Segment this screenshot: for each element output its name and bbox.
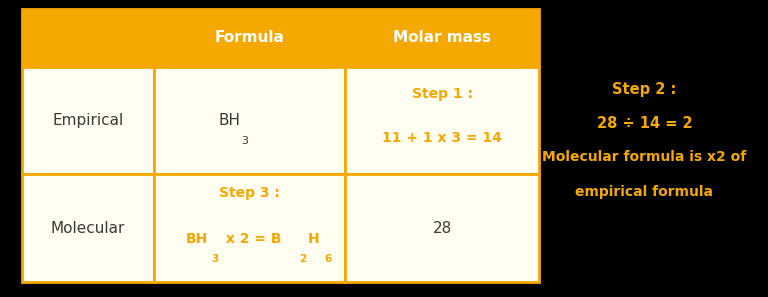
Bar [154, 67, 345, 175]
Text: BH: BH [185, 232, 207, 246]
Text: 3: 3 [242, 136, 249, 146]
Bar [22, 67, 154, 175]
Bar [22, 9, 539, 67]
Text: Empirical: Empirical [52, 113, 124, 128]
Text: Step 3 :: Step 3 : [219, 186, 280, 200]
Text: H: H [307, 232, 319, 246]
Text: Molecular: Molecular [51, 221, 125, 236]
Text: Formula: Formula [214, 30, 284, 45]
Text: Molar mass: Molar mass [393, 30, 491, 45]
Text: 2: 2 [300, 255, 306, 264]
Bar [22, 175, 154, 282]
Text: 11 + 1 x 3 = 14: 11 + 1 x 3 = 14 [382, 132, 502, 146]
Text: empirical formula: empirical formula [575, 184, 713, 199]
Text: 3: 3 [212, 255, 219, 264]
Text: Step 2 :: Step 2 : [612, 82, 677, 97]
Text: BH: BH [218, 113, 240, 128]
Bar [345, 175, 539, 282]
Bar [154, 175, 345, 282]
Text: 6: 6 [325, 255, 332, 264]
Text: 28: 28 [432, 221, 452, 236]
Text: 28 ÷ 14 = 2: 28 ÷ 14 = 2 [597, 116, 692, 131]
Text: Step 1 :: Step 1 : [412, 87, 472, 101]
Text: Molecular formula is x2 of: Molecular formula is x2 of [542, 150, 746, 165]
Text: x 2 = B: x 2 = B [221, 232, 282, 246]
Bar [345, 67, 539, 175]
